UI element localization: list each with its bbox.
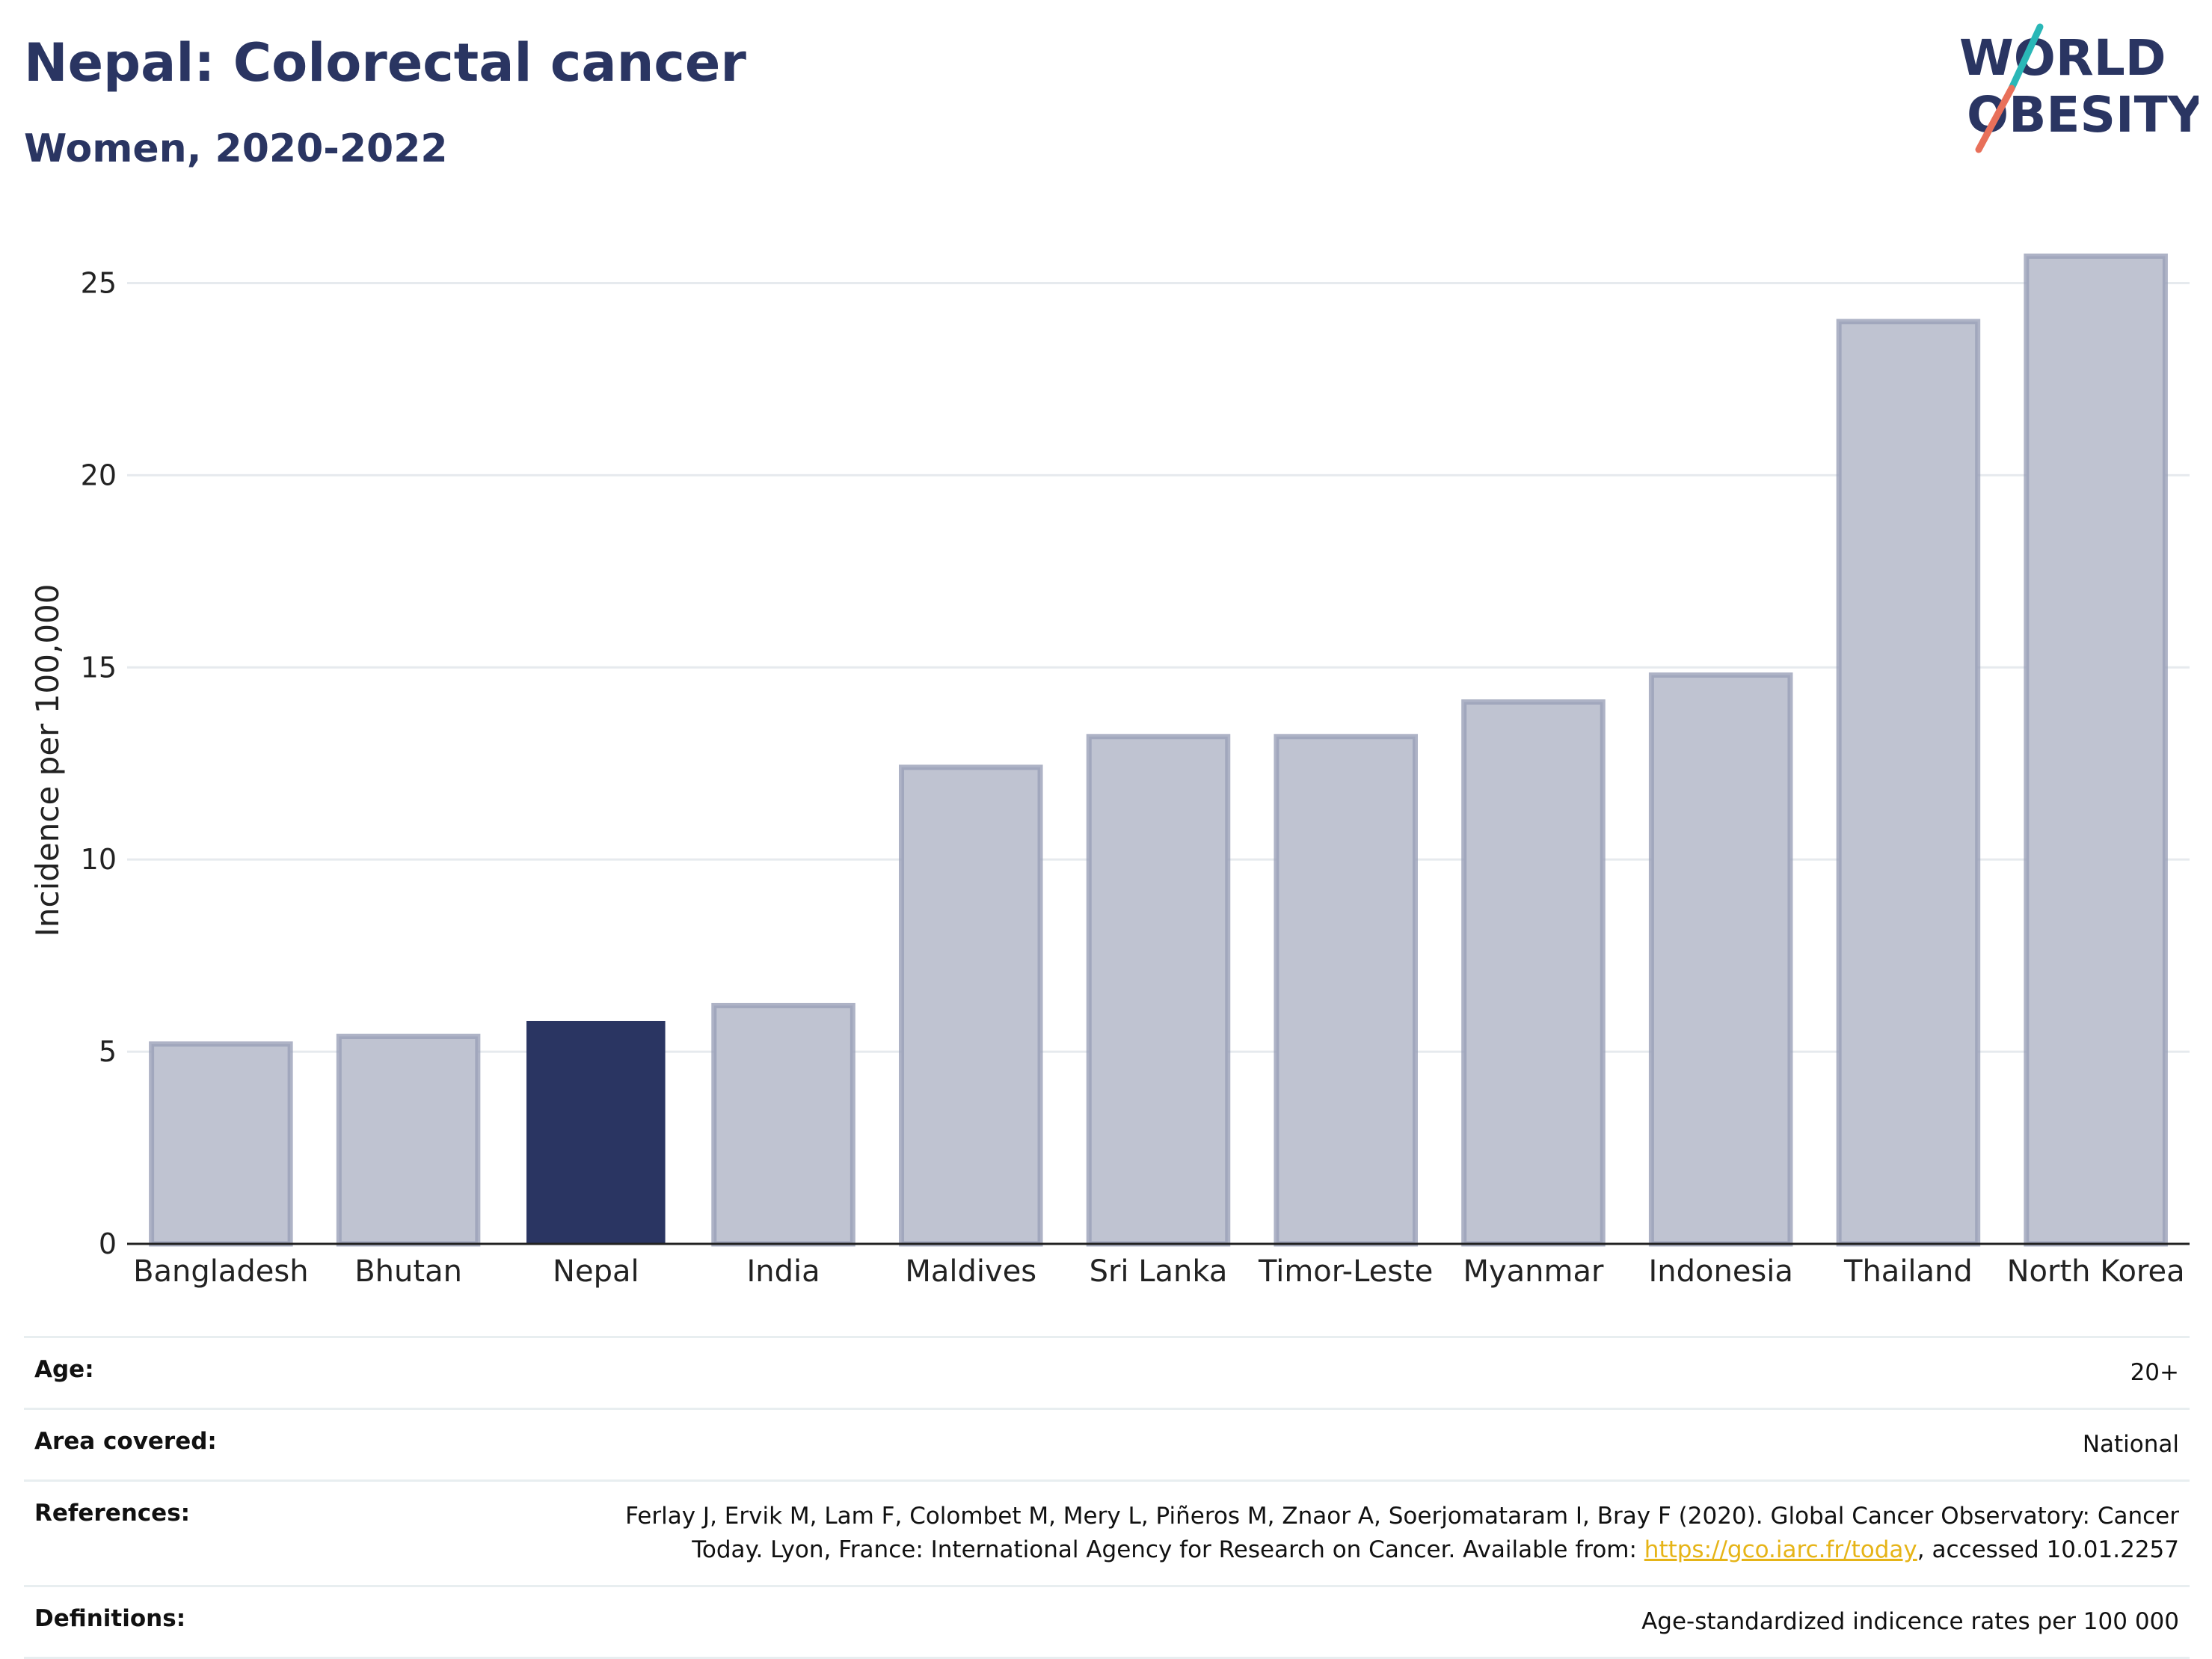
- y-axis-title: Incidence per 100,000: [29, 584, 66, 937]
- bar-myanmar: [1461, 699, 1606, 1247]
- x-category-label: Indonesia: [1648, 1254, 1792, 1289]
- meta-area-value: National: [2082, 1430, 2179, 1458]
- meta-definitions-value: Age-standardized indicence rates per 100…: [1641, 1607, 2179, 1635]
- x-category-labels: Bangladesh Bhutan Nepal India Maldives Sri La…: [133, 1254, 2185, 1289]
- x-category-label: Maldives: [905, 1254, 1036, 1289]
- y-tick-label: 0: [99, 1227, 117, 1260]
- bar-bhutan: [336, 1034, 481, 1247]
- bar-thailand: [1836, 319, 1981, 1247]
- bar-bangladesh: [149, 1041, 293, 1247]
- x-category-label: Nepal: [553, 1254, 639, 1289]
- bar-nepal: [526, 1020, 666, 1244]
- logo-text-world: WORLD: [1959, 29, 2166, 87]
- meta-age-label: Age:: [34, 1356, 94, 1383]
- meta-area-label: Area covered:: [34, 1427, 217, 1455]
- x-category-label: Bhutan: [354, 1254, 462, 1289]
- meta-references-value: Ferlay J, Ervik M, Lam F, Colombet M, Me…: [625, 1500, 2179, 1567]
- y-tick-label: 25: [81, 266, 117, 299]
- x-category-label: Myanmar: [1463, 1254, 1604, 1289]
- meta-row-age: Age: 20+: [24, 1336, 2190, 1408]
- x-category-label: Timor-Leste: [1258, 1254, 1433, 1289]
- bar-north-korea: [2024, 253, 2168, 1247]
- meta-references-label: References:: [34, 1499, 191, 1527]
- references-link[interactable]: https://gco.iarc.fr/today: [1644, 1536, 1917, 1563]
- bars: [149, 253, 2168, 1247]
- chart-subtitle: Women, 2020-2022: [24, 126, 448, 171]
- meta-row-area: Area covered: National: [24, 1407, 2190, 1479]
- metadata-table: Age: 20+ Area covered: National Referenc…: [24, 1336, 2190, 1659]
- x-category-label: Sri Lanka: [1090, 1254, 1228, 1289]
- bar-maldives: [899, 764, 1043, 1247]
- bar-timor-leste: [1274, 734, 1418, 1247]
- references-line1: Ferlay J, Ervik M, Lam F, Colombet M, Me…: [625, 1502, 2179, 1530]
- x-category-label: North Korea: [2007, 1254, 2185, 1289]
- world-obesity-logo: WORLD OBESITY: [1959, 23, 2199, 153]
- meta-row-definitions: Definitions: Age-standardized indicence …: [24, 1584, 2190, 1659]
- y-tick-label: 20: [81, 459, 117, 491]
- meta-definitions-label: Definitions:: [34, 1604, 186, 1632]
- y-tick-label: 15: [81, 651, 117, 684]
- bar-india: [711, 1002, 855, 1247]
- bar-chart: 0 5 10 15 20 25 Bangladesh Bhutan Nepal India Mal…: [29, 253, 2190, 1289]
- meta-row-references: References: Ferlay J, Ervik M, Lam F, Co…: [24, 1479, 2190, 1585]
- references-line2-post: , accessed 10.01.2257: [1917, 1536, 2179, 1563]
- x-category-label: India: [746, 1254, 820, 1289]
- chart-title: Nepal: Colorectal cancer: [24, 32, 746, 93]
- x-category-label: Thailand: [1843, 1254, 1973, 1289]
- meta-age-value: 20+: [2130, 1359, 2179, 1386]
- y-tick-labels: 0 5 10 15 20 25: [81, 266, 117, 1260]
- y-tick-label: 5: [99, 1035, 117, 1068]
- x-category-label: Bangladesh: [133, 1254, 309, 1289]
- logo-slash-top: [2008, 23, 2044, 92]
- bar-sri-lanka: [1086, 734, 1231, 1247]
- bar-indonesia: [1648, 672, 1793, 1247]
- references-line2-pre: Today. Lyon, France: International Agenc…: [692, 1536, 1644, 1563]
- logo-slash-bottom: [1975, 85, 2015, 153]
- y-tick-label: 10: [81, 843, 117, 876]
